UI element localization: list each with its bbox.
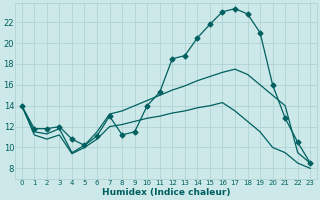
X-axis label: Humidex (Indice chaleur): Humidex (Indice chaleur) xyxy=(102,188,230,197)
